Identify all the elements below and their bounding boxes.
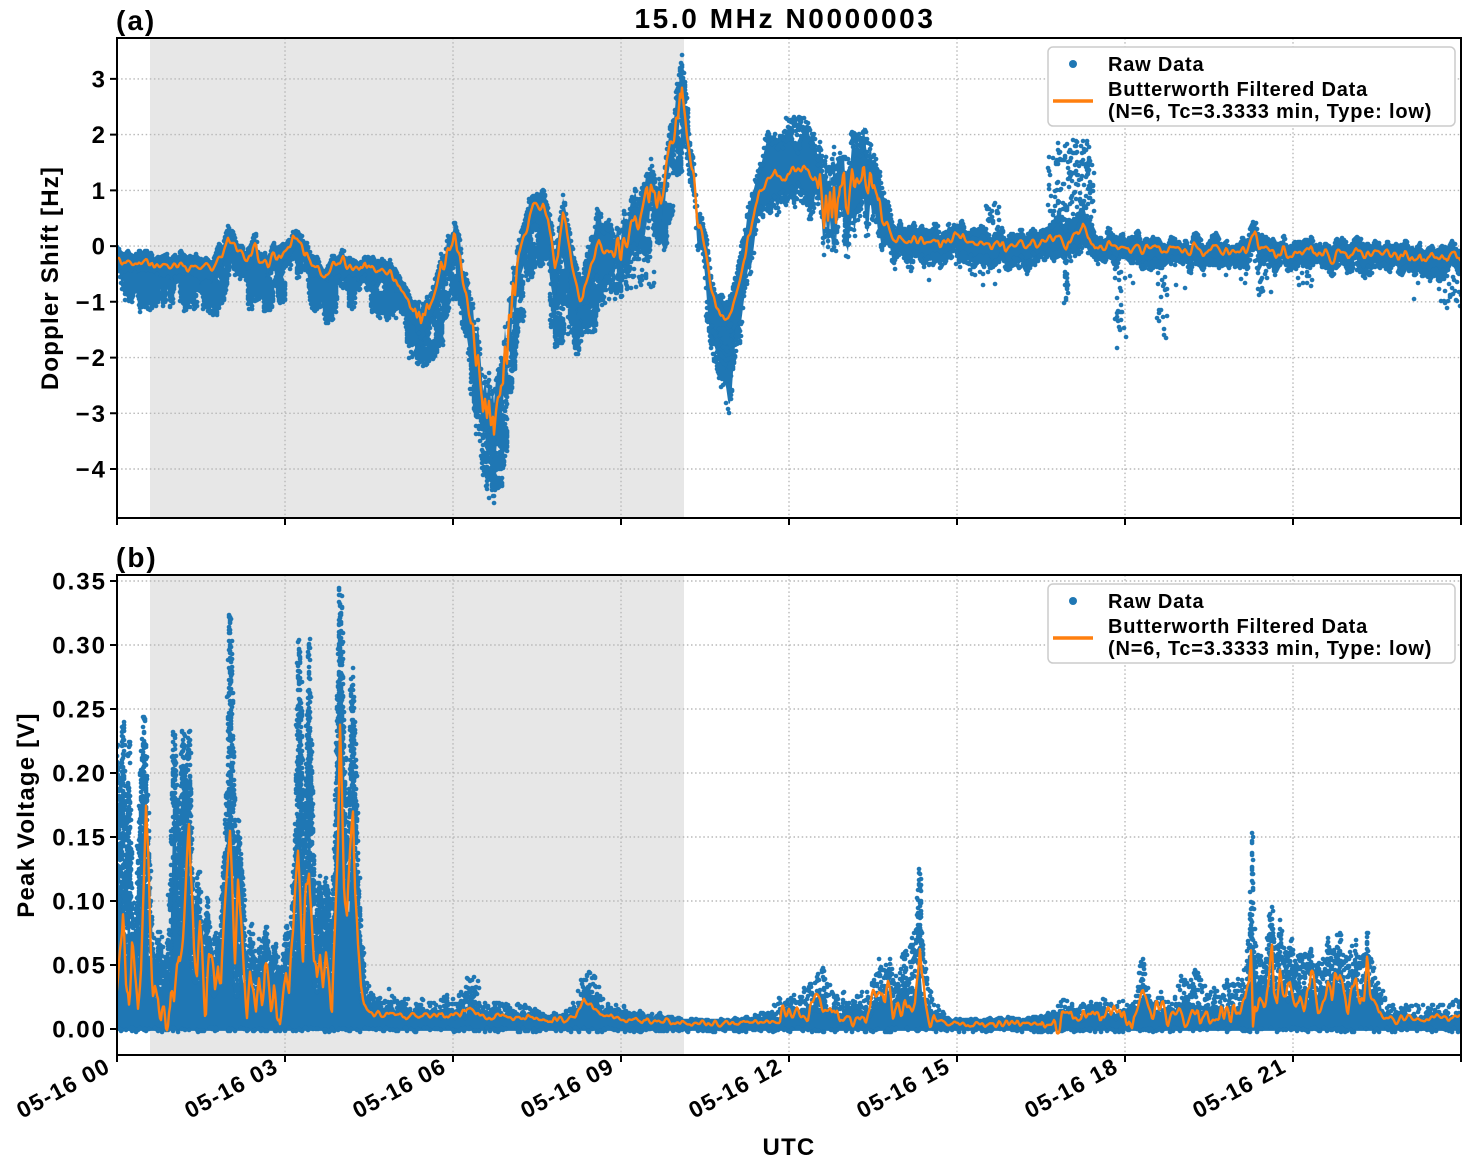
svg-text:Peak Voltage [V]: Peak Voltage [V] <box>13 712 40 917</box>
svg-text:Doppler Shift [Hz]: Doppler Shift [Hz] <box>37 166 64 390</box>
svg-text:−4: −4 <box>76 457 107 484</box>
svg-text:0.00: 0.00 <box>52 1017 107 1044</box>
svg-text:Raw Data: Raw Data <box>1108 54 1205 76</box>
svg-text:0.25: 0.25 <box>52 697 107 724</box>
svg-text:Raw Data: Raw Data <box>1108 591 1205 613</box>
svg-text:(b): (b) <box>116 542 158 573</box>
svg-text:Butterworth Filtered Data: Butterworth Filtered Data <box>1108 616 1368 638</box>
svg-text:2: 2 <box>92 122 107 149</box>
svg-text:UTC: UTC <box>763 1134 816 1161</box>
svg-text:15.0 MHz N0000003: 15.0 MHz N0000003 <box>634 3 935 34</box>
svg-text:3: 3 <box>92 66 107 93</box>
svg-text:Butterworth Filtered Data: Butterworth Filtered Data <box>1108 79 1368 101</box>
svg-text:(N=6, Tc=3.3333 min, Type: low: (N=6, Tc=3.3333 min, Type: low) <box>1108 638 1432 660</box>
svg-text:−2: −2 <box>76 345 107 372</box>
svg-text:0: 0 <box>92 234 107 261</box>
svg-text:0.35: 0.35 <box>52 569 107 596</box>
svg-text:0.10: 0.10 <box>52 889 107 916</box>
svg-text:(N=6, Tc=3.3333 min, Type: low: (N=6, Tc=3.3333 min, Type: low) <box>1108 101 1432 123</box>
svg-text:0.05: 0.05 <box>52 953 107 980</box>
svg-text:0.30: 0.30 <box>52 633 107 660</box>
svg-text:0.20: 0.20 <box>52 761 107 788</box>
svg-text:−1: −1 <box>76 289 107 316</box>
svg-text:−3: −3 <box>76 401 107 428</box>
svg-text:(a): (a) <box>116 5 156 36</box>
svg-text:0.15: 0.15 <box>52 825 107 852</box>
svg-text:1: 1 <box>92 178 107 205</box>
